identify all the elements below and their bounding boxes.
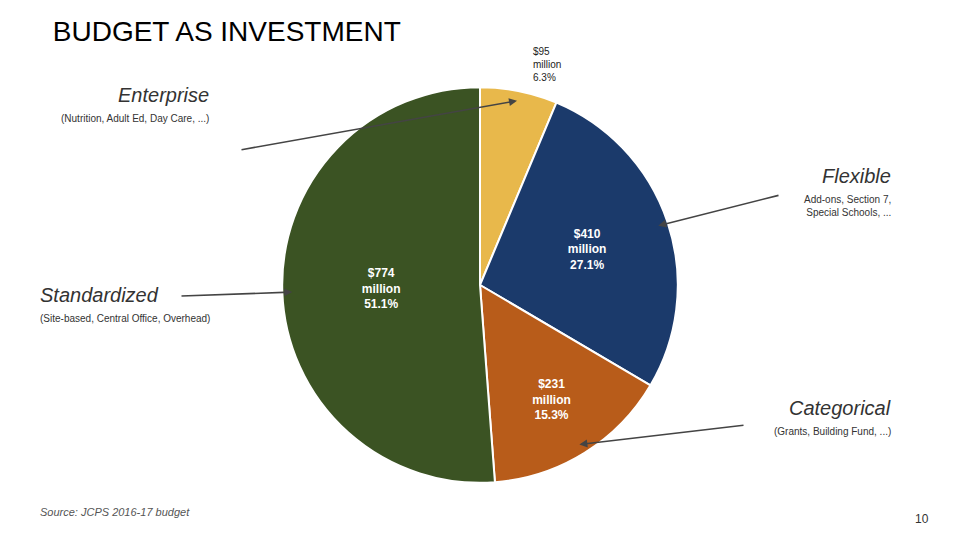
svg-text:$410million27.1%: $410million27.1% <box>568 227 607 272</box>
svg-text:10: 10 <box>915 512 929 526</box>
svg-text:Standardized: Standardized <box>40 284 159 306</box>
svg-text:Categorical: Categorical <box>789 397 891 419</box>
svg-text:Add-ons, Section 7,Special Sch: Add-ons, Section 7,Special Schools, ... <box>804 194 891 218</box>
svg-text:(Nutrition, Adult Ed, Day Care: (Nutrition, Adult Ed, Day Care, ...) <box>61 113 209 124</box>
svg-text:$774million51.1%: $774million51.1% <box>362 266 401 311</box>
svg-text:BUDGET AS INVESTMENT: BUDGET AS INVESTMENT <box>53 16 401 47</box>
svg-text:Enterprise: Enterprise <box>118 84 209 106</box>
svg-text:Flexible: Flexible <box>822 165 891 187</box>
svg-text:(Grants, Building Fund, ...): (Grants, Building Fund, ...) <box>774 426 891 437</box>
svg-text:(Site-based, Central Office, O: (Site-based, Central Office, Overhead) <box>40 313 210 324</box>
svg-text:$231million15.3%: $231million15.3% <box>532 377 571 422</box>
svg-text:$95million6.3%: $95million6.3% <box>533 46 561 83</box>
svg-text:Source: JCPS 2016-17 budget: Source: JCPS 2016-17 budget <box>40 506 190 518</box>
